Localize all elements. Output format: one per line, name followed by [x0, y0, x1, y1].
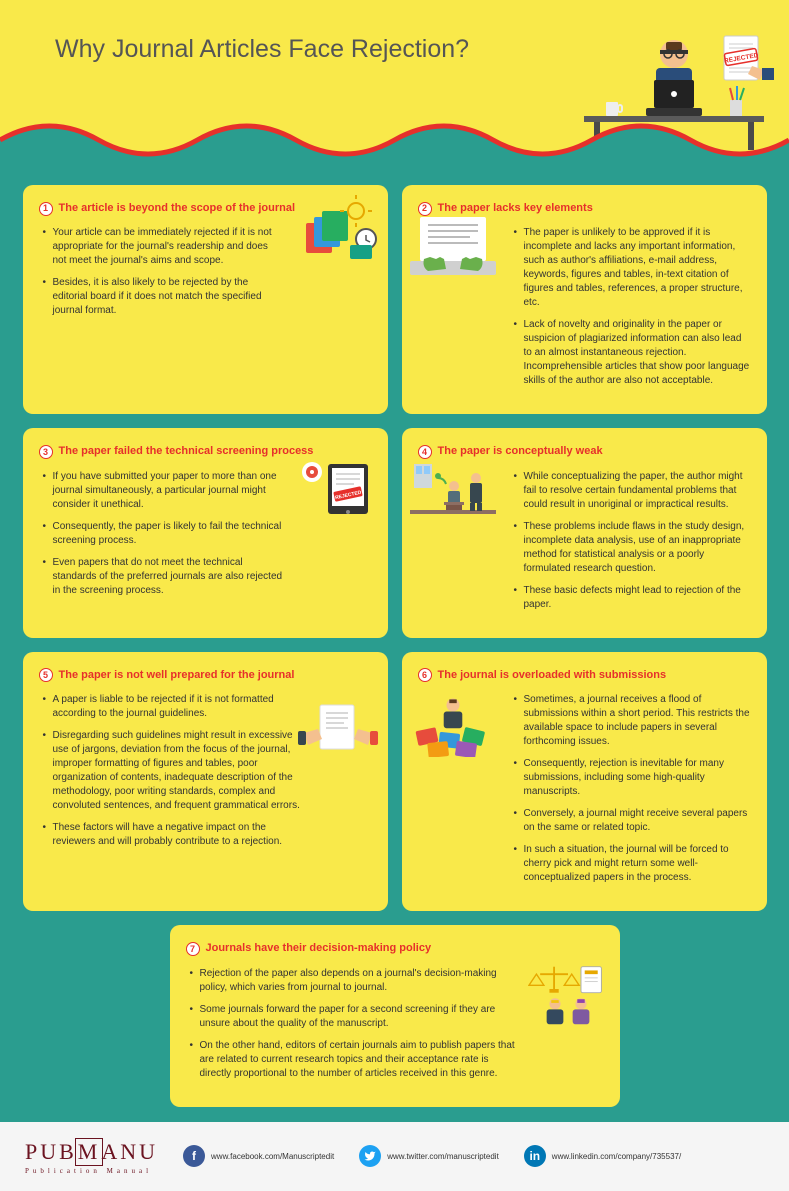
linkedin-url: www.linkedin.com/company/735537/: [552, 1152, 681, 1161]
footer: PUBMANU Publication Manual f www.faceboo…: [0, 1122, 789, 1191]
bullet: These factors will have a negative impac…: [43, 821, 302, 849]
twitter-url: www.twitter.com/manuscriptedit: [387, 1152, 499, 1161]
bullet: Sometimes, a journal receives a flood of…: [514, 693, 751, 749]
card-title: The paper is not well prepared for the j…: [59, 668, 295, 683]
card-7: 7 Journals have their decision-making po…: [170, 925, 620, 1106]
page-root: Why Journal Articles Face Rejection?: [0, 0, 789, 1191]
logo-pre: PUB: [25, 1139, 77, 1164]
card-number-badge: 1: [39, 202, 53, 216]
twitter-icon: [359, 1145, 381, 1167]
bullet: Disregarding such guidelines might resul…: [43, 729, 302, 813]
bullet: The paper is unlikely to be approved if …: [514, 226, 751, 310]
card-6: 6 The journal is overloaded with submiss…: [402, 652, 767, 911]
card-5: 5 The paper is not well prepared for the…: [23, 652, 388, 911]
overloaded-icon: [410, 692, 496, 757]
screening-icon: REJECTED: [298, 458, 378, 523]
card-3: 3 The paper failed the technical screeni…: [23, 428, 388, 637]
bullet: These problems include flaws in the stud…: [514, 520, 751, 576]
bullet: On the other hand, editors of certain jo…: [190, 1039, 516, 1081]
bullet: Even papers that do not meet the technic…: [43, 556, 284, 598]
scallop-divider: [0, 118, 789, 165]
bullet: In such a situation, the journal will be…: [514, 843, 751, 885]
card-number-badge: 3: [39, 445, 53, 459]
bullet: Rejection of the paper also depends on a…: [190, 967, 516, 995]
card-number-badge: 5: [39, 668, 53, 682]
card-number-badge: 6: [418, 668, 432, 682]
social-facebook[interactable]: f www.facebook.com/Manuscriptedit: [183, 1145, 334, 1167]
bullet: Lack of novelty and originality in the p…: [514, 318, 751, 388]
linkedin-icon: in: [524, 1145, 546, 1167]
bullet: Your article can be immediately rejected…: [43, 226, 284, 268]
card-title: The journal is overloaded with submissio…: [438, 668, 667, 683]
bullet: A paper is liable to be rejected if it i…: [43, 693, 302, 721]
logo-subtitle: Publication Manual: [25, 1167, 158, 1175]
card-title: The paper failed the technical screening…: [59, 444, 314, 459]
bullet: If you have submitted your paper to more…: [43, 470, 284, 512]
bullet: Consequently, the paper is likely to fai…: [43, 520, 284, 548]
bullet: Conversely, a journal might receive seve…: [514, 807, 751, 835]
social-twitter[interactable]: www.twitter.com/manuscriptedit: [359, 1145, 499, 1167]
card-number-badge: 4: [418, 445, 432, 459]
facebook-url: www.facebook.com/Manuscriptedit: [211, 1152, 334, 1161]
not-prepared-icon: [298, 697, 378, 762]
typing-icon: [410, 209, 496, 279]
card-4: 4 The paper is conceptually weak While c…: [402, 428, 767, 637]
logo-m: M: [75, 1138, 104, 1166]
bullet: Some journals forward the paper for a se…: [190, 1003, 516, 1031]
decision-policy-icon: [528, 963, 608, 1028]
facebook-icon: f: [183, 1145, 205, 1167]
card-title: Journals have their decision-making poli…: [206, 941, 432, 956]
header: Why Journal Articles Face Rejection?: [0, 0, 789, 165]
bullet: These basic defects might lead to reject…: [514, 584, 751, 612]
brand-logo: PUBMANU Publication Manual: [25, 1138, 158, 1175]
weak-concept-icon: [410, 458, 496, 523]
cards-area: 1 The article is beyond the scope of the…: [0, 165, 789, 1122]
card-2: 2 The paper lacks key elements The paper…: [402, 185, 767, 414]
card-title: The article is beyond the scope of the j…: [59, 201, 296, 216]
card-number-badge: 7: [186, 942, 200, 956]
logo-text: PUBMANU: [25, 1138, 158, 1166]
bullet: While conceptualizing the paper, the aut…: [514, 470, 751, 512]
bullet: Besides, it is also likely to be rejecte…: [43, 276, 284, 318]
bullet: Consequently, rejection is inevitable fo…: [514, 757, 751, 799]
logo-post: ANU: [101, 1139, 158, 1164]
cards-grid: 1 The article is beyond the scope of the…: [20, 185, 769, 1107]
social-linkedin[interactable]: in www.linkedin.com/company/735537/: [524, 1145, 681, 1167]
scope-icon: [300, 195, 380, 260]
card-1: 1 The article is beyond the scope of the…: [23, 185, 388, 414]
